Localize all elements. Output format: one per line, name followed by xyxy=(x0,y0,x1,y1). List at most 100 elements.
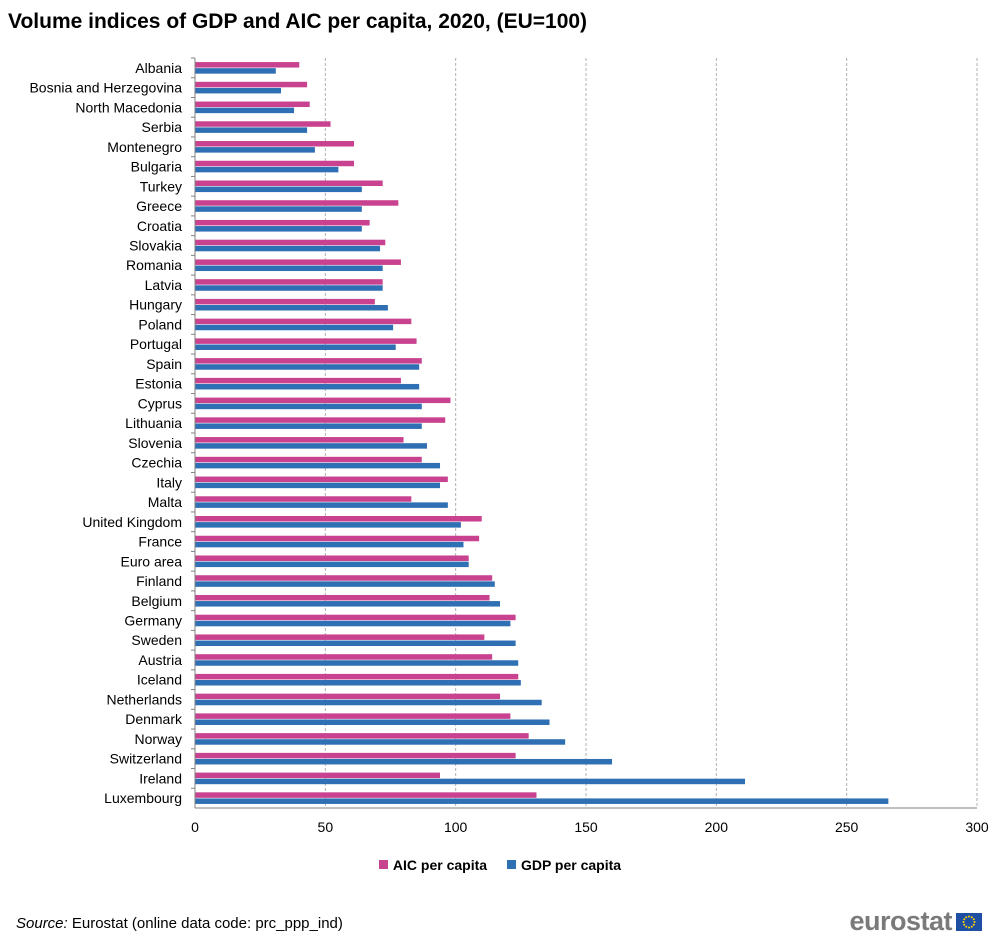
bar-gdp xyxy=(195,186,362,193)
bar-aic xyxy=(195,752,516,759)
category-label: Denmark xyxy=(125,711,183,727)
bar-gdp xyxy=(195,482,441,489)
bar-gdp xyxy=(195,245,381,252)
bar-gdp xyxy=(195,719,550,725)
bar-gdp xyxy=(195,107,295,114)
bar-aic xyxy=(195,594,490,601)
bar-aic xyxy=(195,437,404,443)
bar-aic xyxy=(195,516,482,522)
category-label: Croatia xyxy=(137,218,182,234)
bar-gdp xyxy=(195,541,464,548)
bar-gdp xyxy=(195,640,516,647)
bar-gdp xyxy=(195,226,362,232)
category-label: Hungary xyxy=(129,297,182,313)
bar-gdp xyxy=(195,423,422,429)
bar-aic xyxy=(195,358,422,364)
bar-gdp xyxy=(195,324,394,331)
bar-aic xyxy=(195,772,441,779)
bar-aic xyxy=(195,693,500,700)
eu-flag-icon xyxy=(956,912,982,931)
category-label: Iceland xyxy=(137,672,182,688)
legend: AIC per capita GDP per capita xyxy=(0,856,1000,873)
bar-aic xyxy=(195,417,446,423)
bar-aic xyxy=(195,654,493,660)
bar-chart: Albania Bosnia and Herzegovina North Maced… xyxy=(29,57,989,835)
bar-gdp xyxy=(195,581,495,587)
bar-aic xyxy=(195,160,355,167)
bar-gdp xyxy=(195,166,339,173)
bar-gdp xyxy=(195,403,422,410)
x-tick-labels: 0 50 100 150 200 250 300 xyxy=(191,819,989,835)
category-label: Montenegro xyxy=(107,139,182,155)
legend-swatch-gdp xyxy=(506,860,516,869)
category-label: Greece xyxy=(136,198,182,214)
category-labels: Albania Bosnia and Herzegovina North Maced… xyxy=(29,60,183,806)
category-label: North Macedonia xyxy=(75,99,182,115)
bar-aic xyxy=(195,614,516,621)
bar-aic xyxy=(195,200,399,206)
x-tick-label: 50 xyxy=(318,819,334,835)
legend-item-aic: AIC per capita xyxy=(378,857,487,873)
bar-gdp xyxy=(195,462,441,469)
category-label: Lithuania xyxy=(125,415,182,431)
bar-aic xyxy=(195,377,401,384)
bar-aic xyxy=(195,219,370,226)
category-label: Bulgaria xyxy=(131,159,183,175)
bar-aic xyxy=(195,81,308,88)
category-label: Czechia xyxy=(131,455,182,471)
x-tick-label: 100 xyxy=(444,819,468,835)
category-label: Portugal xyxy=(130,336,182,352)
bar-gdp xyxy=(195,87,282,94)
bar-gdp xyxy=(195,620,511,627)
source-label: Source: xyxy=(16,915,68,932)
bars xyxy=(195,62,889,804)
category-label: Italy xyxy=(156,474,182,490)
bar-aic xyxy=(195,733,529,739)
bar-aic xyxy=(195,180,383,186)
category-label: Serbia xyxy=(142,119,183,135)
bar-aic xyxy=(195,279,383,285)
category-label: Estonia xyxy=(135,376,182,392)
bar-gdp xyxy=(195,522,461,528)
bar-gdp xyxy=(195,443,427,449)
bar-gdp xyxy=(195,68,276,74)
bar-gdp xyxy=(195,206,362,212)
bar-aic xyxy=(195,575,493,581)
bar-gdp xyxy=(195,699,542,706)
bar-gdp xyxy=(195,265,383,272)
bar-aic xyxy=(195,555,469,561)
bar-aic xyxy=(195,634,485,640)
bar-gdp xyxy=(195,383,420,390)
category-label: Poland xyxy=(138,316,182,332)
bar-aic xyxy=(195,713,511,719)
category-label: Romania xyxy=(126,257,182,273)
category-label: Belgium xyxy=(131,593,182,609)
x-tick-label: 150 xyxy=(574,819,598,835)
category-label: Finland xyxy=(136,573,182,589)
bar-gdp xyxy=(195,758,613,765)
source-note: Source: Eurostat (online data code: prc_… xyxy=(16,915,343,932)
bar-aic xyxy=(195,535,480,542)
axes xyxy=(191,57,977,809)
category-label: Latvia xyxy=(145,277,183,293)
bar-gdp xyxy=(195,680,521,686)
category-label: Spain xyxy=(146,356,182,372)
category-label: France xyxy=(138,534,182,550)
category-label: Norway xyxy=(135,731,182,747)
bar-gdp xyxy=(195,147,315,153)
bar-aic xyxy=(195,456,422,463)
bar-gdp xyxy=(195,798,889,804)
x-tick-label: 0 xyxy=(191,819,199,835)
bar-aic xyxy=(195,101,310,108)
category-label: United Kingdom xyxy=(82,514,182,530)
category-label: Slovenia xyxy=(128,435,182,451)
bar-aic xyxy=(195,476,448,483)
bar-gdp xyxy=(195,601,500,607)
logo-text: eurostat xyxy=(849,906,952,936)
category-label: Ireland xyxy=(139,770,182,786)
source-text: Eurostat (online data code: prc_ppp_ind) xyxy=(67,915,343,932)
bar-gdp xyxy=(195,502,448,508)
bar-gdp xyxy=(195,344,396,350)
x-tick-label: 300 xyxy=(965,819,989,835)
bar-aic xyxy=(195,397,451,404)
